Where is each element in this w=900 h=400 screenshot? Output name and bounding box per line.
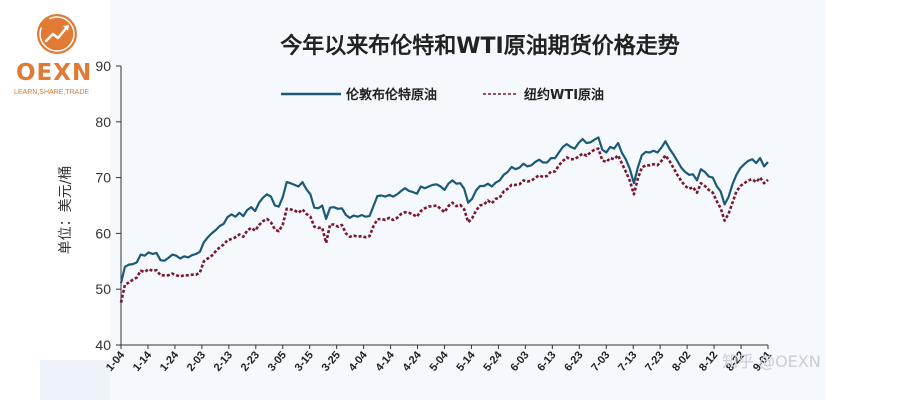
x-tick-label: 1-14 <box>131 349 155 374</box>
y-tick-label: 40 <box>95 337 111 353</box>
x-tick-label: 8-12 <box>697 349 720 374</box>
x-tick-label: 6-23 <box>562 349 585 374</box>
x-tick-label: 3-05 <box>266 349 289 374</box>
x-tick-label: 7-13 <box>616 349 639 374</box>
legend-label: 纽约WTI原油 <box>524 87 604 103</box>
brand-tagline: LEARN,SHARE,TRADE <box>14 89 90 96</box>
brand-logo: OEXN LEARN,SHARE,TRADE <box>8 10 108 100</box>
corner-background-panel <box>40 360 110 400</box>
y-tick-label: 90 <box>95 58 111 74</box>
x-tick-label: 3-15 <box>293 349 316 374</box>
x-tick-label: 5-04 <box>427 349 451 374</box>
y-tick-label: 60 <box>95 225 111 241</box>
x-tick-label: 2-13 <box>212 349 235 374</box>
x-tick-label: 3-25 <box>320 349 343 374</box>
watermark: 知乎 @OEXN <box>722 352 821 371</box>
brand-name: OEXN <box>16 60 93 86</box>
x-tick-label: 8-02 <box>670 349 693 374</box>
chart-title: 今年以来布伦特和WTI原油期货价格走势 <box>280 34 680 59</box>
legend-label: 伦敦布伦特原油 <box>346 87 437 103</box>
x-tick-label: 2-03 <box>185 349 208 374</box>
x-tick-label: 7-03 <box>589 349 612 374</box>
x-tick-label: 1-24 <box>158 349 182 374</box>
x-tick-label: 4-14 <box>374 349 398 374</box>
series-line-brent <box>119 136 769 284</box>
x-tick-label: 5-14 <box>454 349 478 374</box>
series-line-wti <box>119 147 769 303</box>
x-tick-label: 6-13 <box>535 349 558 374</box>
x-tick-label: 5-24 <box>481 349 505 374</box>
y-axis-title: 单位：美元/桶 <box>58 166 74 255</box>
y-tick-label: 50 <box>95 281 111 297</box>
x-tick-label: 4-04 <box>347 349 371 374</box>
y-tick-label: 80 <box>95 114 111 130</box>
y-tick-label: 70 <box>95 170 111 186</box>
x-tick-label: 7-23 <box>643 349 666 374</box>
trend-arrow-icon <box>37 14 77 54</box>
x-tick-label: 6-03 <box>508 349 531 374</box>
x-tick-label: 4-24 <box>400 349 424 374</box>
x-tick-label: 2-23 <box>239 349 262 374</box>
